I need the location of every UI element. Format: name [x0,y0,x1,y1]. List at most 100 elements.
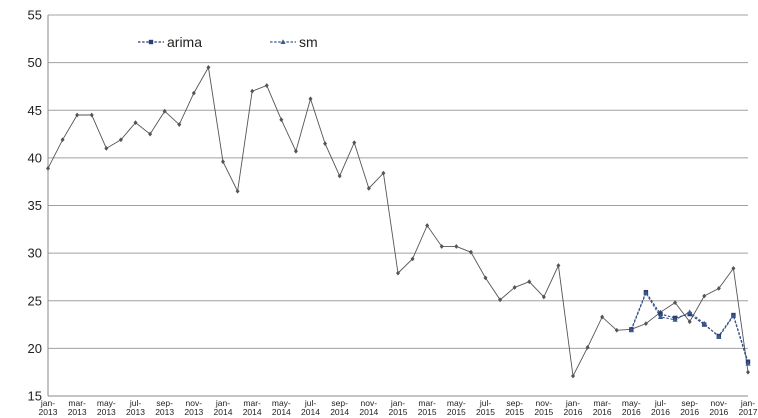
y-tick-label: 25 [28,293,42,308]
legend-label-sm: sm [299,34,318,50]
data-point-actual [221,159,225,165]
series-line-actual [47,66,749,378]
data-point-actual [527,279,532,285]
data-point-arima [658,311,663,317]
x-tick-label: 2013 [39,407,58,417]
data-point-actual [585,345,590,350]
x-tick-label: may- [272,398,291,408]
data-point-actual [206,64,211,70]
data-point-sm [701,320,707,326]
x-tick-label: mar- [243,398,261,408]
data-point-actual [250,88,255,94]
data-point-actual [162,108,167,114]
x-tick-label: 2017 [739,407,758,417]
x-tick-label: sep- [506,398,523,408]
data-point-actual [308,96,313,102]
data-point-actual [235,188,240,194]
x-tick-label: sep- [331,398,348,408]
x-tick-label: 2014 [301,407,320,417]
data-point-actual [425,223,430,228]
x-tick-label: 2015 [418,407,437,417]
x-tick-label: may- [447,398,466,408]
legend-marker-arima [148,39,154,45]
data-point-actual [468,249,473,255]
x-tick-label: 2014 [243,407,262,417]
x-tick-label: mar- [418,398,436,408]
data-point-actual [571,373,575,379]
x-tick-label: may- [97,398,116,408]
x-tick-label: sep- [681,398,698,408]
data-point-actual [75,112,80,118]
data-point-sm [687,309,693,315]
data-point-actual [512,285,517,290]
x-tick-label: 2015 [505,407,524,417]
data-point-actual [716,285,721,291]
data-point-actual [352,140,357,146]
x-tick-label: jan- [390,398,405,408]
data-point-actual [556,263,561,268]
x-tick-label: 2015 [534,407,553,417]
x-tick-label: 2014 [214,407,233,417]
x-tick-label: 2013 [68,407,87,417]
data-point-actual [366,185,371,191]
x-tick-labels: jan-2013mar-2013may-2013jul-2013sep-2013… [39,398,758,417]
data-point-actual [148,131,153,137]
data-point-actual [410,256,415,262]
data-point-actual [614,327,619,333]
data-point-actual [600,314,605,320]
x-tick-label: jul- [129,398,142,408]
y-tick-label: 45 [28,103,42,118]
x-tick-label: 2013 [184,407,203,417]
data-point-sm [643,290,649,296]
x-tick-label: 2016 [593,407,612,417]
data-point-actual [381,170,386,176]
x-tick-label: 2016 [564,407,583,417]
data-point-actual [498,297,503,303]
data-point-sm [672,317,678,322]
y-tick-label: 35 [28,198,42,213]
x-tick-label: jan- [565,398,580,408]
y-tick-label: 30 [28,246,42,261]
series-line-arima [630,290,749,362]
data-point-actual [133,120,138,126]
legend-label-arima: arima [167,34,202,50]
x-tick-label: 2016 [680,407,699,417]
data-point-actual [673,300,678,306]
series-line-sm [630,291,749,364]
x-tick-label: sep- [156,398,173,408]
x-tick-label: may- [622,398,641,408]
series-lines [47,66,749,378]
data-point-actual [191,90,196,96]
data-point-actual [279,117,284,123]
y-tick-label: 50 [28,55,42,70]
x-tick-label: nov- [186,398,203,408]
y-tick-label: 40 [28,150,42,165]
x-tick-label: 2016 [622,407,641,417]
x-tick-label: 2015 [476,407,495,417]
x-tick-label: 2014 [272,407,291,417]
y-tick-labels: 15 20 25 30 35 40 45 50 55 [28,8,42,404]
x-tick-label: jul- [654,398,667,408]
x-tick-label: 2013 [97,407,116,417]
x-tick-label: nov- [711,398,728,408]
y-tick-label: 15 [28,389,42,404]
data-point-sm [730,313,737,318]
data-point-actual [439,244,444,249]
data-point-actual [731,265,736,271]
data-point-actual [293,148,298,154]
data-point-actual [396,270,400,276]
data-point-actual [483,275,488,281]
data-point-actual [454,244,459,249]
x-tick-label: 2016 [709,407,728,417]
data-point-actual [746,369,750,375]
data-point-actual [323,141,328,146]
x-tick-label: jan- [215,398,230,408]
x-tick-label: mar- [593,398,611,408]
legend-marker-sm [280,39,286,44]
data-point-actual [60,137,65,143]
x-tick-label: jan- [740,398,755,408]
data-point-actual [337,173,342,179]
data-point-sm [657,314,664,319]
data-point-actual [177,122,182,127]
